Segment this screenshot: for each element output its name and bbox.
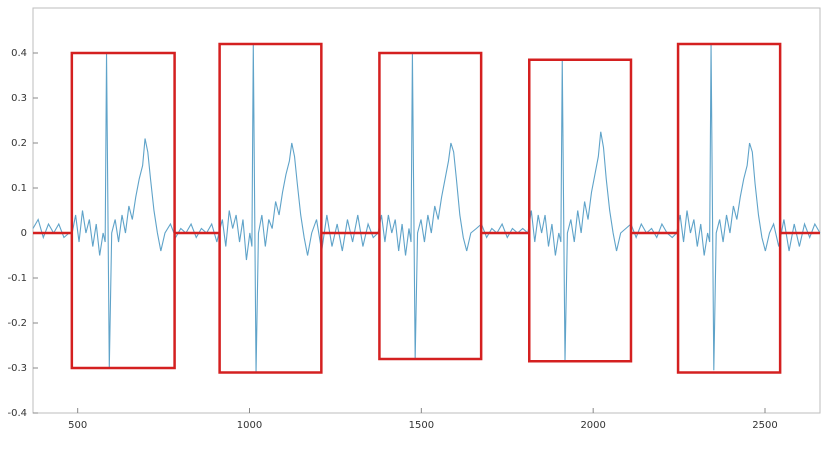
highlight-box: [218, 42, 323, 374]
highlight-box: [528, 58, 633, 363]
y-tick-label: 0.1: [11, 183, 27, 194]
y-tick-label: -0.1: [7, 273, 27, 284]
y-tick-label: 0.3: [11, 93, 27, 104]
highlight-box: [676, 42, 782, 374]
y-tick-label: 0.2: [11, 138, 27, 149]
y-tick-label: -0.2: [7, 318, 27, 329]
x-tick-label: 1000: [237, 420, 262, 431]
y-tick-label: 0.4: [11, 48, 27, 59]
y-tick-label: -0.3: [7, 363, 27, 374]
x-tick-label: 500: [68, 420, 87, 431]
x-tick-label: 1500: [409, 420, 434, 431]
y-tick-label: 0: [21, 228, 27, 239]
signal-line: [32, 43, 821, 373]
x-tick-label: 2500: [752, 420, 777, 431]
highlight-box: [70, 51, 176, 370]
highlight-box: [378, 51, 483, 361]
plot-frame: [32, 7, 821, 414]
x-tick-label: 2000: [580, 420, 605, 431]
y-tick-label: -0.4: [7, 408, 27, 419]
